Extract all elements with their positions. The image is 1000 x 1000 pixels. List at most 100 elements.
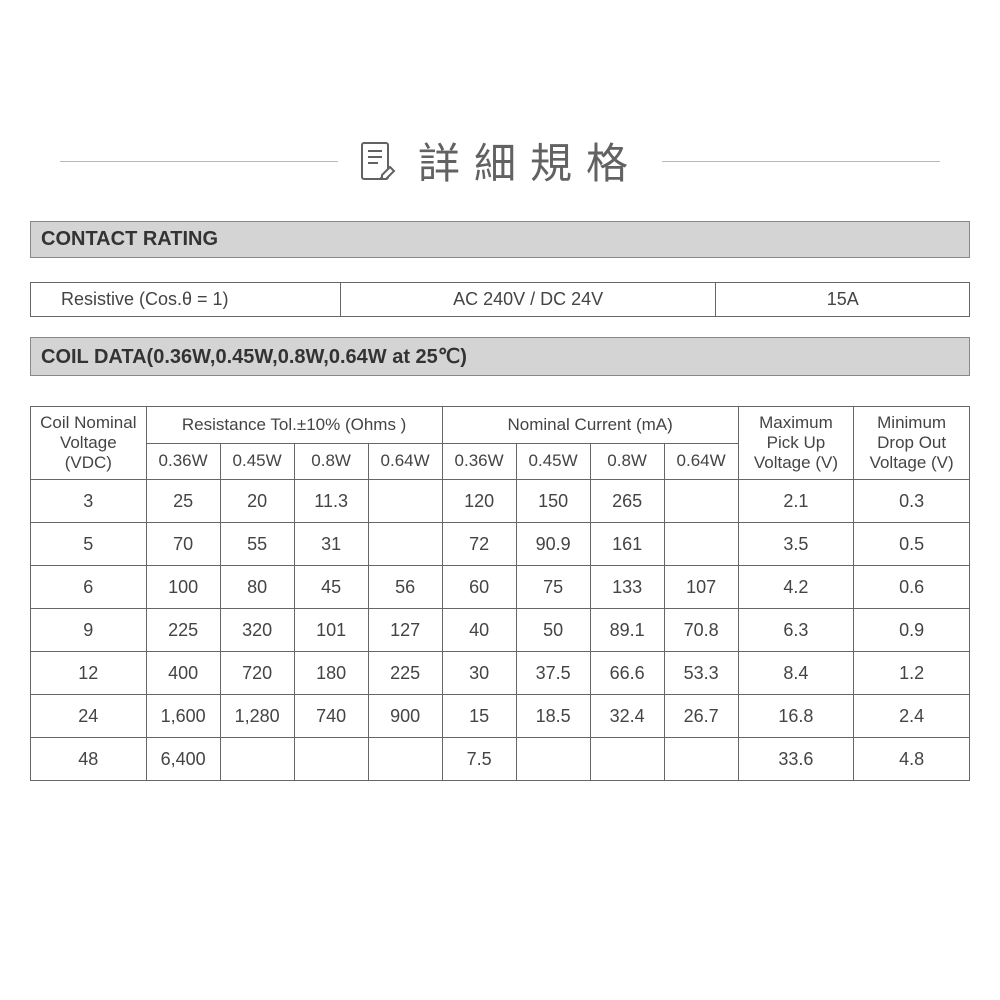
- table-row: 610080455660751331074.20.6: [31, 566, 970, 609]
- cell-c08: 32.4: [590, 695, 664, 738]
- cell-c08: 161: [590, 523, 664, 566]
- col-c-08w: 0.8W: [590, 443, 664, 480]
- cell-c064: 26.7: [664, 695, 738, 738]
- cell-pick: 4.2: [738, 566, 854, 609]
- cell-c045: 18.5: [516, 695, 590, 738]
- cell-r064: 56: [368, 566, 442, 609]
- cell-c064: 53.3: [664, 652, 738, 695]
- cell-pick: 16.8: [738, 695, 854, 738]
- cell-r036: 1,600: [146, 695, 220, 738]
- page-title-text: 詳細規格: [418, 130, 642, 191]
- page-header: 詳細規格: [30, 130, 970, 191]
- cell-r045: 1,280: [220, 695, 294, 738]
- col-min-dropout: Minimum Drop Out Voltage (V): [854, 407, 970, 480]
- col-r-08w: 0.8W: [294, 443, 368, 480]
- col-resistance: Resistance Tol.±10% (Ohms ): [146, 407, 442, 444]
- cell-c036: 40: [442, 609, 516, 652]
- cell-r045: 720: [220, 652, 294, 695]
- cell-c045: 37.5: [516, 652, 590, 695]
- table-row: 3252011.31201502652.10.3: [31, 480, 970, 523]
- cell-r036: 25: [146, 480, 220, 523]
- cell-c045: [516, 738, 590, 781]
- cell-c064: 107: [664, 566, 738, 609]
- cell-c064: [664, 480, 738, 523]
- cell-r064: 127: [368, 609, 442, 652]
- contact-rating-label: Resistive (Cos.θ = 1): [31, 283, 341, 317]
- cell-r036: 70: [146, 523, 220, 566]
- cell-r036: 6,400: [146, 738, 220, 781]
- cell-c036: 30: [442, 652, 516, 695]
- page-title: 詳細規格: [338, 130, 662, 191]
- cell-c045: 50: [516, 609, 590, 652]
- contact-rating-voltage: AC 240V / DC 24V: [340, 283, 716, 317]
- cell-r064: [368, 523, 442, 566]
- cell-r08: [294, 738, 368, 781]
- cell-r08: 740: [294, 695, 368, 738]
- cell-drop: 0.5: [854, 523, 970, 566]
- cell-pick: 2.1: [738, 480, 854, 523]
- cell-r064: 900: [368, 695, 442, 738]
- contact-rating-current: 15A: [716, 283, 970, 317]
- cell-c036: 7.5: [442, 738, 516, 781]
- cell-drop: 0.6: [854, 566, 970, 609]
- cell-c036: 15: [442, 695, 516, 738]
- table-header-row: Coil Nominal Voltage (VDC) Resistance To…: [31, 407, 970, 444]
- cell-c045: 75: [516, 566, 590, 609]
- cell-c08: 66.6: [590, 652, 664, 695]
- page-container: 詳細規格 CONTACT RATING Resistive (Cos.θ = 1…: [0, 0, 1000, 811]
- cell-r036: 400: [146, 652, 220, 695]
- cell-v: 3: [31, 480, 147, 523]
- col-coil-voltage: Coil Nominal Voltage (VDC): [31, 407, 147, 480]
- cell-drop: 0.9: [854, 609, 970, 652]
- col-r-064w: 0.64W: [368, 443, 442, 480]
- col-max-pickup: Maximum Pick Up Voltage (V): [738, 407, 854, 480]
- cell-pick: 3.5: [738, 523, 854, 566]
- table-row: 124007201802253037.566.653.38.41.2: [31, 652, 970, 695]
- section-title-coil-data: COIL DATA(0.36W,0.45W,0.8W,0.64W at 25℃): [30, 337, 970, 376]
- cell-v: 5: [31, 523, 147, 566]
- table-row: Resistive (Cos.θ = 1) AC 240V / DC 24V 1…: [31, 283, 970, 317]
- col-c-036w: 0.36W: [442, 443, 516, 480]
- col-r-036w: 0.36W: [146, 443, 220, 480]
- cell-v: 24: [31, 695, 147, 738]
- cell-r045: [220, 738, 294, 781]
- cell-r064: [368, 480, 442, 523]
- table-row: 241,6001,2807409001518.532.426.716.82.4: [31, 695, 970, 738]
- cell-v: 9: [31, 609, 147, 652]
- cell-drop: 4.8: [854, 738, 970, 781]
- cell-drop: 1.2: [854, 652, 970, 695]
- col-r-045w: 0.45W: [220, 443, 294, 480]
- cell-c064: 70.8: [664, 609, 738, 652]
- cell-r045: 320: [220, 609, 294, 652]
- cell-r045: 20: [220, 480, 294, 523]
- table-row: 9225320101127405089.170.86.30.9: [31, 609, 970, 652]
- cell-r08: 101: [294, 609, 368, 652]
- cell-c036: 72: [442, 523, 516, 566]
- cell-r064: 225: [368, 652, 442, 695]
- cell-c045: 150: [516, 480, 590, 523]
- cell-c064: [664, 738, 738, 781]
- cell-r08: 31: [294, 523, 368, 566]
- cell-r08: 45: [294, 566, 368, 609]
- cell-c045: 90.9: [516, 523, 590, 566]
- cell-c08: 265: [590, 480, 664, 523]
- cell-c036: 120: [442, 480, 516, 523]
- contact-rating-table: Resistive (Cos.θ = 1) AC 240V / DC 24V 1…: [30, 282, 970, 317]
- col-nominal-current: Nominal Current (mA): [442, 407, 738, 444]
- cell-drop: 0.3: [854, 480, 970, 523]
- table-row: 5705531 7290.9161 3.50.5: [31, 523, 970, 566]
- coil-data-table: Coil Nominal Voltage (VDC) Resistance To…: [30, 406, 970, 781]
- cell-r064: [368, 738, 442, 781]
- cell-pick: 33.6: [738, 738, 854, 781]
- cell-v: 6: [31, 566, 147, 609]
- cell-pick: 8.4: [738, 652, 854, 695]
- cell-v: 48: [31, 738, 147, 781]
- cell-r045: 55: [220, 523, 294, 566]
- cell-r045: 80: [220, 566, 294, 609]
- cell-c064: [664, 523, 738, 566]
- cell-pick: 6.3: [738, 609, 854, 652]
- cell-r036: 100: [146, 566, 220, 609]
- cell-r08: 180: [294, 652, 368, 695]
- table-row: 486,400 7.5 33.64.8: [31, 738, 970, 781]
- section-title-contact-rating: CONTACT RATING: [30, 221, 970, 258]
